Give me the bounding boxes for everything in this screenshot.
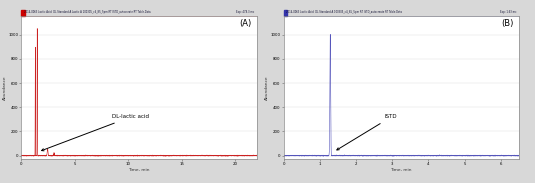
Text: 2014-0063 Lactic Acid  DL Standard A Lactic A 100305_c4_85_5pm RT ISTD_autocreat: 2014-0063 Lactic Acid DL Standard A Lact… bbox=[24, 10, 150, 14]
Text: 2014-0063 Lactic Acid  DL Standard A 100305_c4_85_5pm RT ISTD_autocreate RT Tabl: 2014-0063 Lactic Acid DL Standard A 1003… bbox=[286, 10, 402, 14]
Text: (A): (A) bbox=[239, 19, 251, 28]
Text: Exp: 1.63 mc: Exp: 1.63 mc bbox=[500, 10, 517, 14]
Y-axis label: Abundance: Abundance bbox=[3, 76, 7, 100]
Text: Exp: 478.3 mc: Exp: 478.3 mc bbox=[236, 10, 255, 14]
Text: DL-lactic acid: DL-lactic acid bbox=[42, 114, 149, 151]
Text: ISTD: ISTD bbox=[337, 114, 398, 150]
X-axis label: Time, min: Time, min bbox=[128, 168, 150, 172]
Bar bbox=[21, 10, 25, 16]
Y-axis label: Abundance: Abundance bbox=[265, 76, 269, 100]
Bar bbox=[284, 10, 287, 16]
X-axis label: Time, min: Time, min bbox=[391, 168, 412, 172]
Text: (B): (B) bbox=[501, 19, 514, 28]
